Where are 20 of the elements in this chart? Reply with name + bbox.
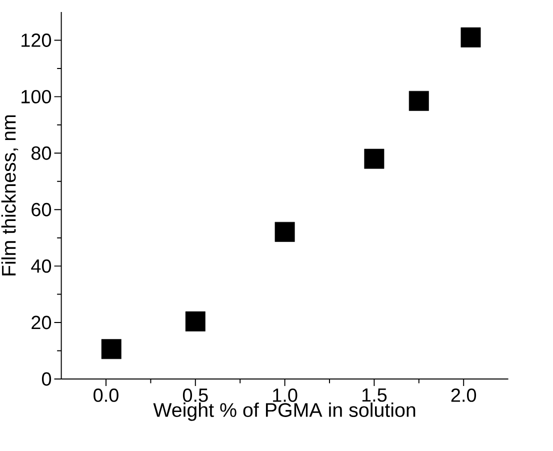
x-tick-label: 1.5 bbox=[362, 388, 387, 402]
y-tick-label: 20 bbox=[32, 316, 52, 330]
x-tick-label: 0.0 bbox=[94, 388, 118, 402]
x-tick-label: 1.0 bbox=[273, 388, 298, 402]
point bbox=[364, 148, 384, 169]
point bbox=[185, 311, 206, 332]
x-tick-label: 2.0 bbox=[451, 388, 476, 402]
x-tick-label: 0.5 bbox=[182, 388, 208, 402]
y-tick-label: 60 bbox=[32, 202, 52, 216]
y-tick-label: 100 bbox=[22, 90, 52, 104]
y-tick-label: 0 bbox=[42, 372, 52, 386]
y-tick-label: 80 bbox=[32, 146, 52, 160]
point bbox=[408, 90, 429, 111]
y-tick-label: 40 bbox=[31, 259, 52, 273]
x-axis-title: Weight % of PGMA in solution bbox=[153, 402, 416, 421]
point bbox=[101, 339, 122, 360]
y-tick-label: 120 bbox=[22, 34, 52, 47]
point bbox=[460, 27, 481, 48]
point bbox=[274, 222, 295, 242]
y-axis-title: Film thickness, nm bbox=[1, 115, 18, 276]
